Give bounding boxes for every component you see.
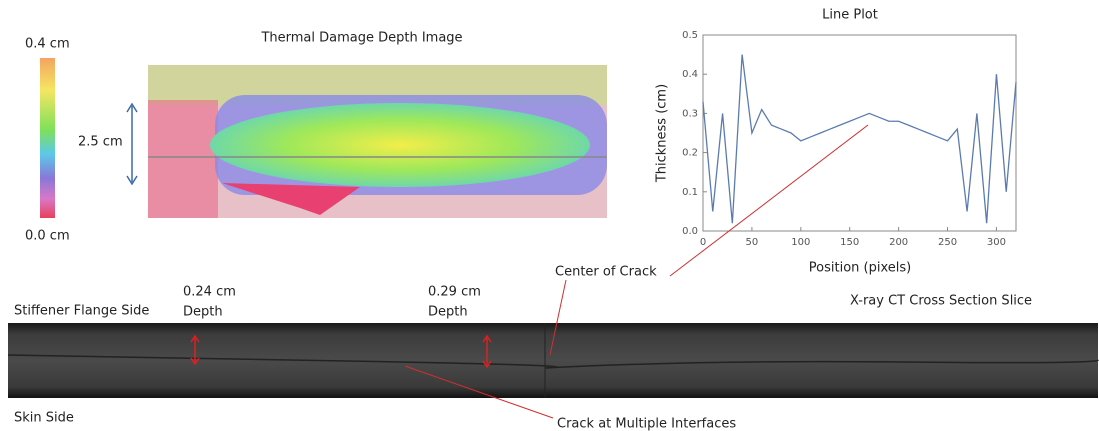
depth-word: Depth (428, 305, 468, 320)
x-tick-label: 300 (987, 237, 1006, 248)
depth-arrow (482, 334, 492, 369)
thermal-region (148, 100, 218, 218)
y-tick-label: 0.5 (682, 30, 698, 41)
depth-word: Depth (183, 305, 223, 320)
plot-frame (702, 34, 1017, 232)
depth-value: 0.24 cm (183, 285, 236, 300)
y-tick-label: 0.0 (682, 226, 698, 237)
ct-crack (7, 354, 1099, 369)
ct-slice (8, 323, 1098, 398)
plot-area: 0.0 0.1 0.2 0.3 0.4 0.5 0 50 100 150 200 250 300 (682, 30, 1017, 248)
depth-arrow (190, 334, 200, 366)
thermal-title: Thermal Damage Depth Image (260, 31, 462, 46)
bottom-side-label: Skin Side (14, 411, 74, 426)
x-tick-label: 250 (938, 237, 957, 248)
thermal-hotspot (210, 103, 590, 187)
x-tick-label: 200 (889, 237, 908, 248)
top-side-label: Stiffener Flange Side (14, 304, 149, 319)
thermal-damage (222, 183, 360, 215)
ct-title: X-ray CT Cross Section Slice (850, 294, 1032, 309)
plot-title: Line Plot (822, 8, 878, 23)
y-tick-label: 0.1 (682, 187, 698, 198)
x-tick-label: 50 (746, 237, 759, 248)
pointer (549, 279, 567, 356)
x-tick-label: 0 (700, 237, 706, 248)
crack-annotation: Crack at Multiple Interfaces (557, 417, 736, 431)
y-axis-label: Thickness (cm) (655, 84, 670, 183)
x-tick-label: 150 (840, 237, 859, 248)
depth-value: 0.29 cm (428, 285, 481, 300)
y-tick-label: 0.2 (682, 148, 698, 159)
colorbar-bottom: 0.0 cm (25, 229, 70, 244)
dimension-arrows (126, 102, 138, 186)
data-line (702, 54, 1017, 224)
pointer (404, 365, 554, 419)
colorbar (40, 58, 55, 218)
x-tick-label: 100 (791, 237, 810, 248)
center-annotation: Center of Crack (555, 265, 657, 280)
y-tick-label: 0.3 (682, 108, 698, 119)
dimension-label: 2.5 cm (78, 135, 123, 150)
pointer (669, 124, 869, 277)
x-axis-label: Position (pixels) (809, 261, 911, 276)
y-tick-label: 0.4 (682, 69, 698, 80)
colorbar-top: 0.4 cm (25, 37, 70, 52)
